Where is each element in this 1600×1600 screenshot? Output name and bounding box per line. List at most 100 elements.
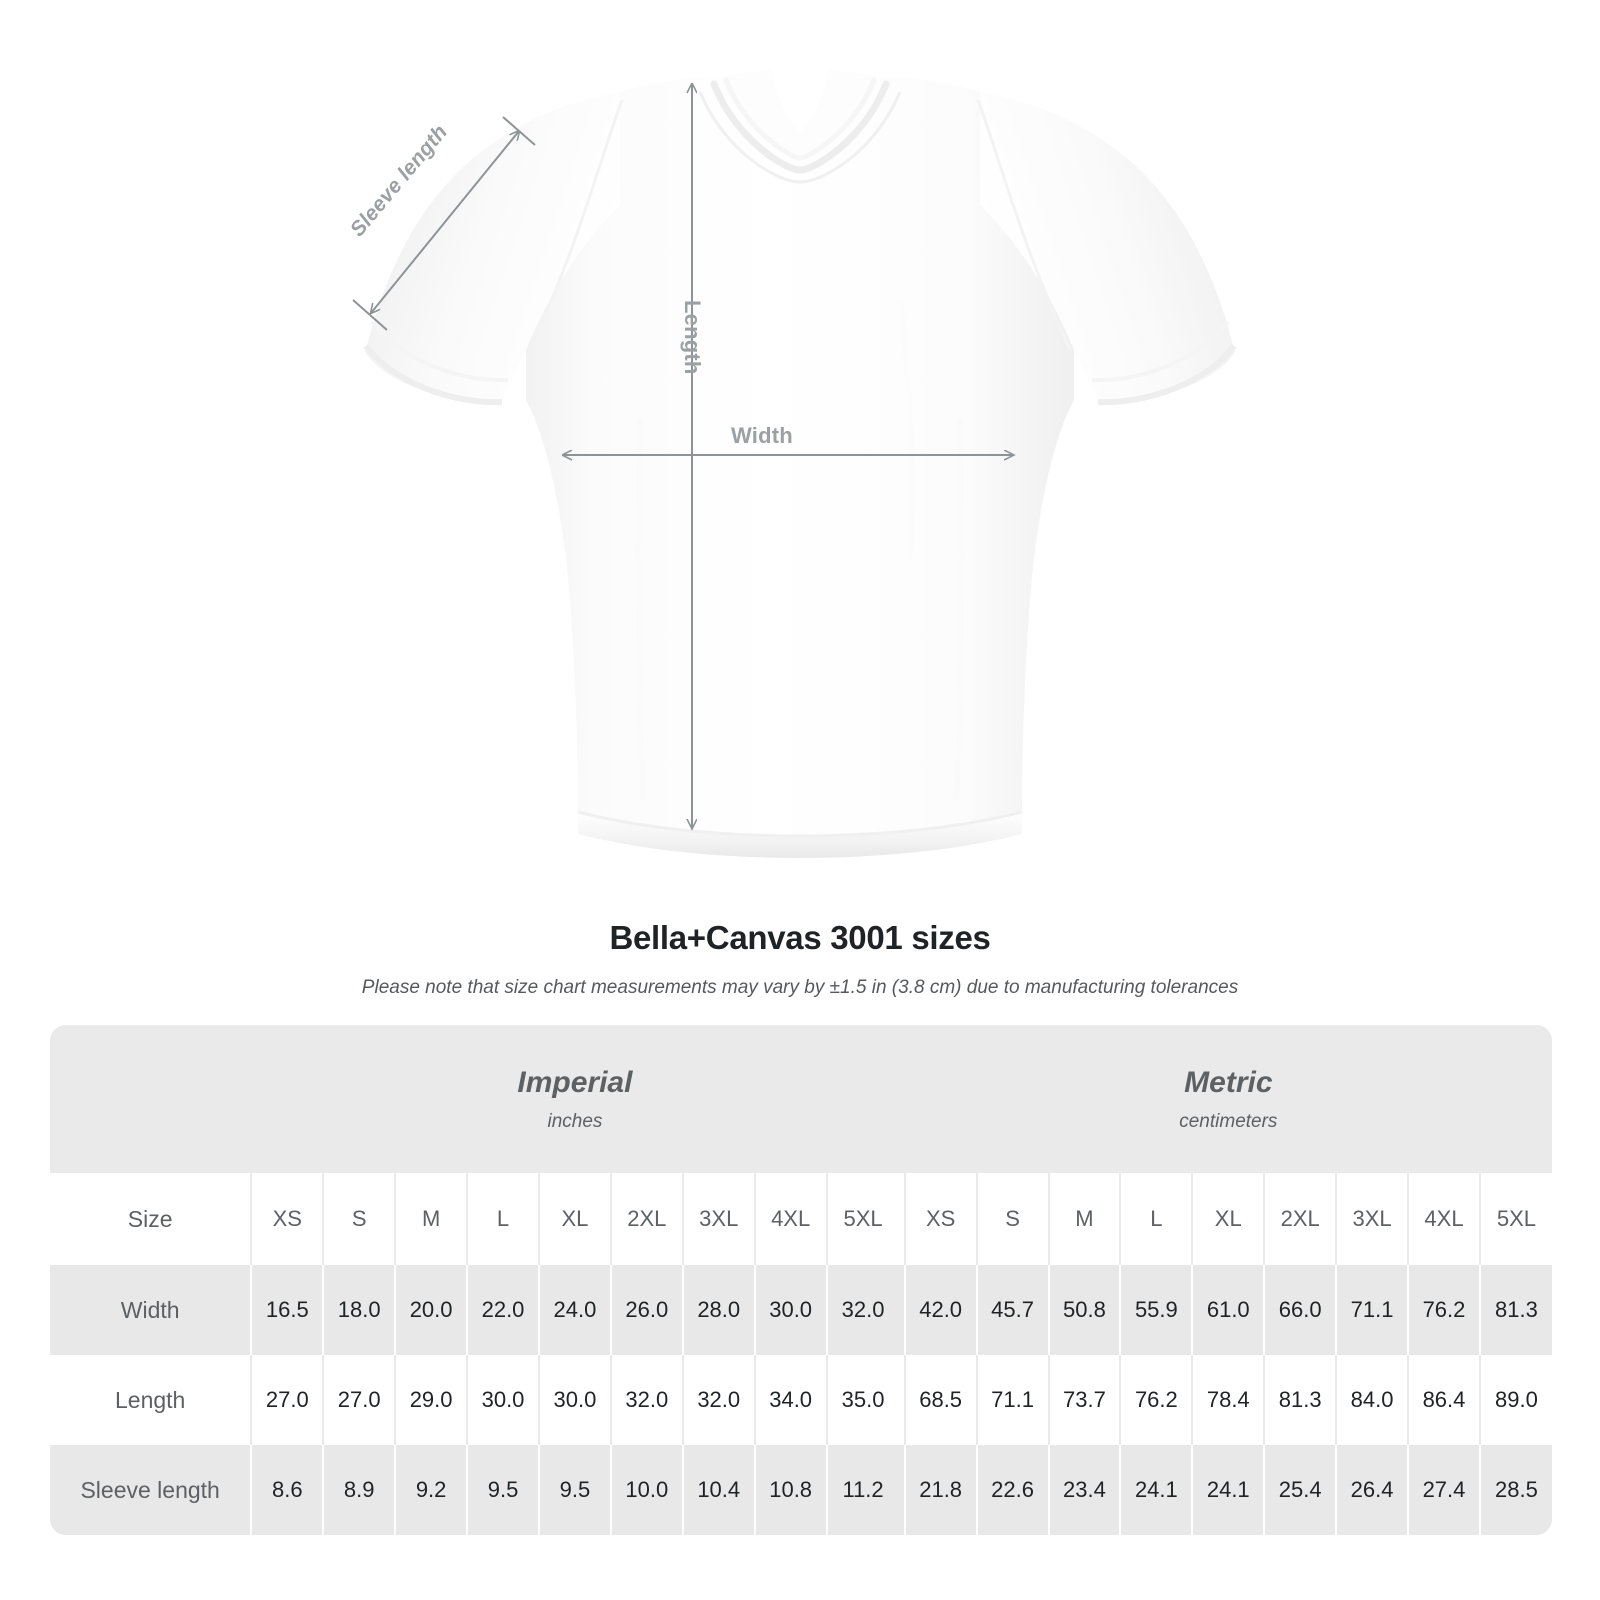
size-header-imperial-3xl: 3XL — [681, 1173, 755, 1265]
row-label-sleeve-length: Sleeve length — [50, 1445, 252, 1535]
cell-imperial-xl: 30.0 — [537, 1355, 611, 1445]
cell-imperial-4xl: 10.8 — [753, 1445, 827, 1535]
cell-imperial-xl: 9.5 — [537, 1445, 611, 1535]
tolerance-note: Please note that size chart measurements… — [361, 976, 1239, 998]
cell-metric-xs: 68.5 — [903, 1355, 977, 1445]
cell-imperial-m: 20.0 — [394, 1265, 468, 1355]
cell-metric-l: 55.9 — [1119, 1265, 1193, 1355]
unit-divider-gap — [898, 1445, 905, 1535]
cell-imperial-s: 8.9 — [322, 1445, 396, 1535]
unit-imperial-cell: Imperial inches — [251, 1025, 899, 1173]
cell-metric-4xl: 76.2 — [1407, 1265, 1480, 1355]
unit-banner-spacer — [50, 1025, 252, 1173]
size-header-imperial-s: S — [322, 1173, 396, 1265]
cell-metric-5xl: 28.5 — [1478, 1445, 1552, 1535]
cell-metric-m: 50.8 — [1047, 1265, 1121, 1355]
cell-metric-m: 73.7 — [1047, 1355, 1121, 1445]
cell-metric-m: 23.4 — [1047, 1445, 1121, 1535]
cell-imperial-xs: 8.6 — [250, 1445, 324, 1535]
cell-metric-5xl: 89.0 — [1478, 1355, 1552, 1445]
cell-imperial-m: 29.0 — [394, 1355, 468, 1445]
cell-imperial-3xl: 32.0 — [681, 1355, 755, 1445]
unit-divider-gap — [898, 1355, 905, 1445]
cell-imperial-5xl: 35.0 — [825, 1355, 899, 1445]
cell-imperial-l: 22.0 — [466, 1265, 539, 1355]
size-header-metric-s: S — [975, 1173, 1049, 1265]
size-chart-table-container: Imperial inches Metric centimeters Size X… — [50, 1025, 1552, 1535]
cell-imperial-2xl: 10.0 — [609, 1445, 683, 1535]
unit-imperial-subtitle: inches — [547, 1110, 603, 1132]
cell-metric-3xl: 71.1 — [1335, 1265, 1409, 1355]
cell-metric-4xl: 27.4 — [1407, 1445, 1480, 1535]
size-header-imperial-5xl: 5XL — [825, 1173, 899, 1265]
cell-metric-2xl: 81.3 — [1263, 1355, 1337, 1445]
cell-metric-5xl: 81.3 — [1478, 1265, 1552, 1355]
size-header-imperial-xs: XS — [250, 1173, 324, 1265]
unit-divider-gap — [898, 1173, 905, 1265]
unit-metric-cell: Metric centimeters — [904, 1025, 1552, 1173]
unit-imperial-title: Imperial — [517, 1065, 633, 1099]
table-row: Length 27.0 27.0 29.0 30.0 30.0 32.0 32.0 34.0 35… — [50, 1355, 1552, 1445]
table-row: Width 16.5 18.0 20.0 22.0 24.0 26.0 28.0 30.0 32.… — [50, 1265, 1552, 1355]
size-header-label: Size — [50, 1173, 252, 1265]
size-header-metric-4xl: 4XL — [1407, 1173, 1480, 1265]
width-label: Width — [731, 423, 793, 448]
row-label-width: Width — [50, 1265, 252, 1355]
size-header-imperial-m: M — [394, 1173, 468, 1265]
cell-imperial-xl: 24.0 — [537, 1265, 611, 1355]
page-title: Bella+Canvas 3001 sizes — [609, 919, 991, 956]
cell-imperial-xs: 27.0 — [250, 1355, 324, 1445]
cell-metric-xl: 24.1 — [1191, 1445, 1265, 1535]
cell-metric-4xl: 86.4 — [1407, 1355, 1480, 1445]
cell-metric-l: 76.2 — [1119, 1355, 1193, 1445]
chart-title-block: Bella+Canvas 3001 sizes Please note that… — [0, 918, 1600, 1000]
cell-metric-3xl: 84.0 — [1335, 1355, 1409, 1445]
size-header-metric-m: M — [1047, 1173, 1121, 1265]
cell-metric-l: 24.1 — [1119, 1445, 1193, 1535]
cell-imperial-4xl: 30.0 — [753, 1265, 827, 1355]
size-header-metric-2xl: 2XL — [1263, 1173, 1337, 1265]
cell-imperial-3xl: 28.0 — [681, 1265, 755, 1355]
size-header-row: Size XS S M L XL 2XL 3XL 4XL 5XL XS S M L XL 2XL 3XL 4XL 5… — [50, 1173, 1552, 1265]
cell-imperial-5xl: 11.2 — [825, 1445, 899, 1535]
table-row: Sleeve length 8.6 8.9 9.2 9.5 9.5 10.0 10.4 10.8… — [50, 1445, 1552, 1535]
cell-imperial-l: 30.0 — [466, 1355, 539, 1445]
cell-metric-s: 71.1 — [975, 1355, 1049, 1445]
cell-metric-xl: 78.4 — [1191, 1355, 1265, 1445]
cell-imperial-m: 9.2 — [394, 1445, 468, 1535]
size-chart-table: Imperial inches Metric centimeters Size X… — [50, 1025, 1552, 1535]
cell-imperial-3xl: 10.4 — [681, 1445, 755, 1535]
cell-imperial-5xl: 32.0 — [825, 1265, 899, 1355]
cell-imperial-s: 18.0 — [322, 1265, 396, 1355]
length-label: Length — [680, 300, 705, 375]
tshirt-body-shape — [363, 70, 1237, 858]
size-header-imperial-xl: XL — [537, 1173, 611, 1265]
size-header-metric-l: L — [1119, 1173, 1193, 1265]
size-header-imperial-4xl: 4XL — [753, 1173, 827, 1265]
size-header-imperial-2xl: 2XL — [609, 1173, 683, 1265]
cell-metric-s: 22.6 — [975, 1445, 1049, 1535]
cell-metric-2xl: 66.0 — [1263, 1265, 1337, 1355]
cell-imperial-2xl: 26.0 — [609, 1265, 683, 1355]
cell-metric-xl: 61.0 — [1191, 1265, 1265, 1355]
size-header-metric-3xl: 3XL — [1335, 1173, 1409, 1265]
cell-imperial-s: 27.0 — [322, 1355, 396, 1445]
cell-metric-xs: 42.0 — [903, 1265, 977, 1355]
cell-imperial-2xl: 32.0 — [609, 1355, 683, 1445]
cell-metric-3xl: 26.4 — [1335, 1445, 1409, 1535]
size-header-metric-xl: XL — [1191, 1173, 1265, 1265]
unit-banner-row: Imperial inches Metric centimeters — [50, 1025, 1552, 1173]
cell-imperial-xs: 16.5 — [250, 1265, 324, 1355]
size-header-imperial-l: L — [466, 1173, 539, 1265]
cell-metric-2xl: 25.4 — [1263, 1445, 1337, 1535]
sleeve-length-dimension-arrow — [352, 116, 536, 331]
tshirt-diagram: Sleeve length Length Width — [345, 70, 1237, 858]
size-header-metric-xs: XS — [903, 1173, 977, 1265]
tshirt-illustration — [352, 70, 1237, 858]
unit-metric-title: Metric — [1184, 1065, 1273, 1099]
unit-metric-subtitle: centimeters — [1179, 1110, 1278, 1132]
row-label-length: Length — [50, 1355, 252, 1445]
cell-imperial-l: 9.5 — [466, 1445, 539, 1535]
cell-metric-s: 45.7 — [975, 1265, 1049, 1355]
